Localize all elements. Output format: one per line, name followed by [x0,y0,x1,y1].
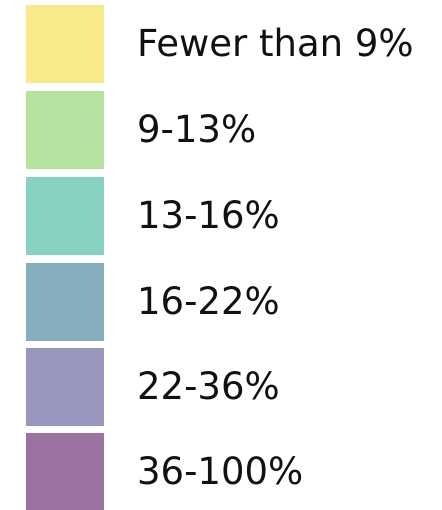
legend-label: 9-13% [137,108,257,151]
legend-item-13-16: 13-16% [0,177,442,255]
legend-label: 22-36% [137,365,280,408]
legend-swatch [26,433,104,510]
legend-item-9-13: 9-13% [0,91,442,169]
legend-swatch [26,5,104,83]
legend-item-22-36: 22-36% [0,348,442,426]
legend-item-36-100: 36-100% [0,433,442,510]
legend-swatch [26,263,104,341]
legend-label: 36-100% [137,450,304,493]
legend-label: 16-22% [137,280,280,323]
legend-swatch [26,91,104,169]
legend-item-16-22: 16-22% [0,263,442,341]
legend-label: 13-16% [137,194,280,237]
legend-swatch [26,177,104,255]
legend-label: Fewer than 9% [137,22,414,65]
legend-item-fewer-than-9: Fewer than 9% [0,5,442,83]
legend-swatch [26,348,104,426]
